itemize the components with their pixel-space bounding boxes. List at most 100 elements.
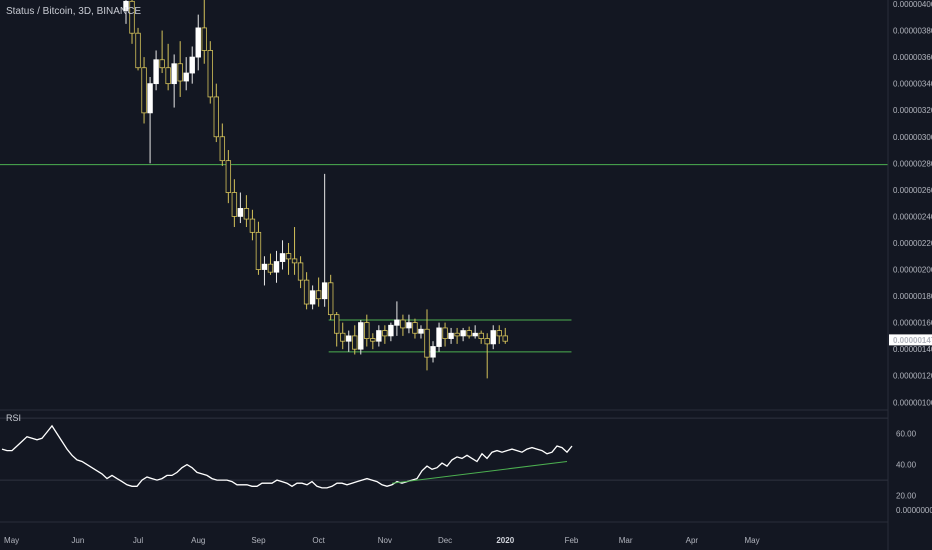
candle	[267, 253, 274, 275]
time-tick-label: Dec	[438, 536, 452, 545]
price-tick-label: 0.00000400	[893, 0, 932, 9]
time-tick-label: Apr	[686, 536, 699, 545]
candle	[321, 173, 328, 307]
candle	[135, 27, 141, 71]
candle	[303, 272, 310, 310]
price-tick-label: 0.00000180	[893, 292, 932, 301]
candle	[309, 285, 316, 310]
candle	[412, 318, 418, 339]
candle	[189, 46, 195, 84]
price-tick-label: 0.00000200	[893, 266, 932, 275]
time-tick-label: Nov	[378, 536, 392, 545]
time-tick-label: Jul	[133, 536, 143, 545]
candle	[171, 54, 177, 108]
price-tick-label: 0.00000220	[893, 239, 932, 248]
candle	[400, 314, 406, 336]
time-tick-label: Feb	[565, 536, 579, 545]
rsi-trendline	[391, 461, 568, 484]
candle	[207, 41, 213, 104]
price-tick-label: 0.00000140	[893, 345, 932, 354]
time-tick-label: May	[4, 536, 19, 545]
price-tick-label: 0.00000380	[893, 27, 932, 36]
candle	[490, 325, 496, 350]
candle	[219, 123, 226, 166]
candle	[448, 327, 454, 344]
candle	[340, 322, 346, 350]
last-price-label: 0.00000147	[889, 334, 932, 346]
candle	[370, 333, 376, 350]
rsi-tick-label: 60.00	[896, 430, 917, 439]
time-tick-label: Mar	[619, 536, 633, 545]
time-axis[interactable]: MarAprMayJunJulAugSepOctNovDec2020FebMar…	[0, 536, 760, 545]
candle	[315, 277, 322, 307]
candle	[346, 330, 352, 352]
price-tick-label: 0.00000160	[893, 319, 932, 328]
candle	[279, 240, 286, 270]
candle	[358, 319, 364, 355]
candle	[291, 227, 298, 275]
price-tick-label: 0.00000120	[893, 372, 932, 381]
candle	[327, 274, 334, 320]
time-tick-label: May	[745, 536, 760, 545]
rsi-tick-label: 40.00	[896, 461, 917, 470]
price-tick-label: 0.00000100	[893, 398, 932, 407]
candle	[147, 77, 153, 164]
time-tick-label: Aug	[191, 536, 205, 545]
candle	[225, 150, 232, 204]
candle	[195, 14, 201, 71]
candle	[123, 0, 129, 24]
price-tick-label: 0.00000240	[893, 212, 932, 221]
candle	[273, 250, 280, 283]
candle	[159, 30, 165, 74]
candlestick-series	[123, 0, 508, 379]
candle	[237, 192, 244, 224]
price-axis[interactable]: 0.00000400 0.00000380 0.00000360 0.00000340…	[893, 0, 932, 407]
candle	[165, 43, 171, 91]
candle	[388, 322, 394, 342]
candle	[249, 209, 256, 241]
candle	[183, 57, 189, 91]
candle	[460, 327, 466, 342]
candle	[436, 322, 442, 352]
price-tick-label: 0.00000360	[893, 53, 932, 62]
candle	[424, 309, 430, 371]
rsi-tick-label: 20.00	[896, 492, 917, 501]
candle	[466, 326, 472, 339]
rsi-line	[1, 424, 573, 489]
candle	[297, 256, 304, 289]
rsi-guides	[0, 417, 888, 481]
candle	[129, 0, 135, 44]
candle	[153, 50, 159, 91]
candle	[472, 325, 478, 339]
candle	[394, 301, 400, 336]
candle	[285, 242, 292, 275]
candle	[243, 195, 250, 228]
rsi-indicator-label[interactable]: RSI	[6, 413, 22, 423]
candle	[496, 325, 502, 344]
candle	[382, 325, 388, 344]
candle	[333, 312, 340, 347]
candle	[454, 327, 460, 344]
candle	[141, 57, 147, 124]
candle	[231, 179, 238, 228]
price-tick-label: 0.00000320	[893, 106, 932, 115]
candle	[418, 325, 424, 339]
candle	[376, 325, 382, 347]
candle	[213, 83, 219, 143]
candle	[201, 0, 207, 64]
price-tick-label: 0.00000260	[893, 186, 932, 195]
support-resistance-levels	[0, 164, 888, 353]
price-tick-label: 0.00000280	[893, 159, 932, 168]
candle	[502, 327, 508, 344]
candle	[406, 314, 412, 334]
rsi-axis[interactable]: 60.00 40.00 20.00	[896, 430, 917, 501]
time-tick-label: Jun	[71, 536, 84, 545]
candle	[364, 314, 370, 347]
candle	[484, 333, 490, 379]
candle	[430, 341, 436, 363]
candle	[442, 322, 448, 347]
candle	[352, 325, 358, 355]
candle	[478, 330, 484, 344]
